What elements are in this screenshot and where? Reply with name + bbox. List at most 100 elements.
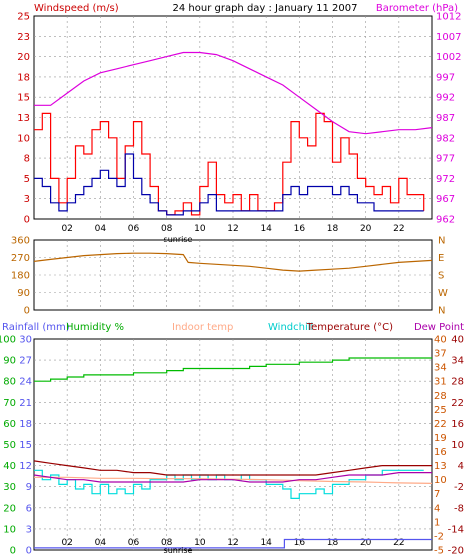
axis-tick-label: 962: [436, 215, 455, 226]
axis-tick-label: 10: [451, 440, 464, 451]
axis-tick-label: 1012: [436, 12, 461, 23]
axis-tick-label: 10: [3, 524, 16, 535]
axis-tick-label: 19: [434, 433, 447, 444]
x-tick-label: 10: [194, 538, 206, 548]
barometer-line: [34, 51, 433, 135]
axis-tick-label: 34: [434, 363, 447, 374]
axis-tick-label: 40: [434, 335, 447, 346]
windchill-line: [34, 469, 424, 499]
x-tick-label: 14: [260, 538, 272, 548]
axis-tick-label: 31: [434, 377, 447, 388]
axis-tick-label: 50: [3, 440, 16, 451]
axis-tick-label: 12: [19, 461, 32, 472]
axis-tick-label: 987: [436, 113, 455, 124]
axis-tick-label: 100: [0, 335, 16, 346]
axis-tick-label: 16: [451, 419, 464, 430]
axis-tick-label: 37: [434, 349, 447, 360]
axis-tick-label: 992: [436, 93, 455, 104]
axis-tick-label: 8: [24, 154, 30, 165]
humidity-line: [34, 357, 432, 382]
axis-tick-label: 1007: [436, 32, 461, 43]
axis-tick-label: 40: [451, 335, 464, 346]
axis-tick-label: 28: [434, 391, 447, 402]
temp-panel-x-ticks: 02 04 06 08 10 12 14 16 18 20 22: [61, 538, 404, 548]
x-tick-label: 18: [327, 224, 339, 234]
rainfall-ticks: 0 3 6 9 12 15 18 21 24 27 30: [19, 335, 32, 556]
dewpoint-ticks: -20 -14 -8 -2 4 10 16 22 28 34 40: [448, 335, 464, 556]
axis-tick-label: 13: [434, 461, 447, 472]
x-tick-label: 06: [128, 538, 140, 548]
axis-tick-label: -2: [434, 531, 444, 542]
axis-tick-label: 5: [24, 174, 30, 185]
x-tick-label: 08: [161, 224, 173, 234]
axis-tick-label: 20: [3, 503, 16, 514]
axis-tick-label: 90: [17, 288, 30, 299]
x-tick-label: 12: [227, 224, 238, 234]
axis-tick-label: 3: [26, 524, 32, 535]
humidity-axis-label: Humidity %: [66, 322, 124, 333]
x-tick-label: 16: [294, 538, 306, 548]
wind-panel-x-ticks: 02 04 06 08 10 12 14 16 18 20 22: [61, 224, 404, 234]
humidity-ticks: 0 10 20 30 40 50 60 70 80 90 100: [0, 335, 16, 556]
x-tick-label: 02: [61, 224, 72, 234]
axis-tick-label: 22: [434, 419, 447, 430]
axis-tick-label: -2: [454, 482, 464, 493]
axis-tick-label: 0: [10, 546, 16, 556]
wind-average-line: [34, 153, 424, 216]
axis-tick-label: 25: [17, 12, 30, 23]
indoor-temp-legend: Indoor temp: [172, 322, 233, 333]
axis-tick-label: 180: [11, 271, 30, 282]
x-tick-label: 20: [360, 224, 372, 234]
axis-tick-label: N: [438, 306, 445, 317]
axis-tick-label: 20: [17, 52, 30, 63]
axis-tick-label: 4: [434, 503, 440, 514]
x-tick-label: 20: [360, 538, 372, 548]
axis-tick-label: -14: [448, 524, 464, 535]
axis-tick-label: 40: [3, 461, 16, 472]
axis-tick-label: 1: [434, 517, 440, 528]
rainfall-axis-label: Rainfall (mm): [2, 322, 70, 333]
temperature-axis-label: Temperature (°C): [306, 322, 393, 333]
axis-tick-label: 30: [19, 335, 32, 346]
axis-tick-label: S: [438, 271, 444, 282]
axis-tick-label: N: [438, 236, 445, 247]
axis-tick-label: 18: [17, 72, 30, 83]
axis-tick-label: 0: [26, 546, 32, 556]
axis-tick-label: 80: [3, 377, 16, 388]
axis-tick-label: 28: [451, 377, 464, 388]
axis-tick-label: 9: [26, 482, 32, 493]
axis-tick-label: 0: [24, 306, 30, 317]
axis-tick-label: 6: [26, 503, 32, 514]
rainfall-line: [34, 538, 432, 549]
axis-tick-label: 25: [434, 405, 447, 416]
axis-tick-label: W: [438, 288, 448, 299]
x-tick-label: 22: [393, 224, 404, 234]
axis-tick-label: 977: [436, 154, 455, 165]
axis-tick-label: 982: [436, 133, 455, 144]
windchill-legend: Windchill: [268, 322, 313, 333]
axis-tick-label: 270: [11, 253, 30, 264]
axis-tick-label: 90: [3, 356, 16, 367]
dewpoint-line: [33, 472, 432, 483]
dewpoint-axis-label: Dew Point: [414, 322, 464, 333]
x-tick-label: 04: [95, 224, 107, 234]
axis-tick-label: 15: [17, 93, 30, 104]
x-tick-label: 04: [95, 538, 107, 548]
axis-tick-label: 10: [17, 133, 30, 144]
axis-tick-label: 30: [3, 482, 16, 493]
x-tick-label: 12: [227, 538, 238, 548]
temp-panel-grid: [34, 339, 432, 550]
axis-tick-label: 1002: [436, 52, 461, 63]
x-tick-label: 08: [161, 538, 173, 548]
axis-tick-label: 23: [17, 32, 30, 43]
windspeed-ticks: 0 3 5 8 10 13 15 18 20 23 25: [17, 12, 30, 226]
axis-tick-label: 13: [17, 113, 30, 124]
wind-panel-grid: [34, 16, 432, 219]
temperature-ticks: -5 -2 1 4 7 10 13 16 19 22 25 28 31 34 37 40: [434, 335, 447, 556]
axis-tick-label: 10: [434, 475, 447, 486]
axis-tick-label: 70: [3, 398, 16, 409]
axis-tick-label: E: [438, 253, 444, 264]
axis-tick-label: -5: [434, 546, 444, 556]
wind-gust-line: [34, 112, 425, 216]
